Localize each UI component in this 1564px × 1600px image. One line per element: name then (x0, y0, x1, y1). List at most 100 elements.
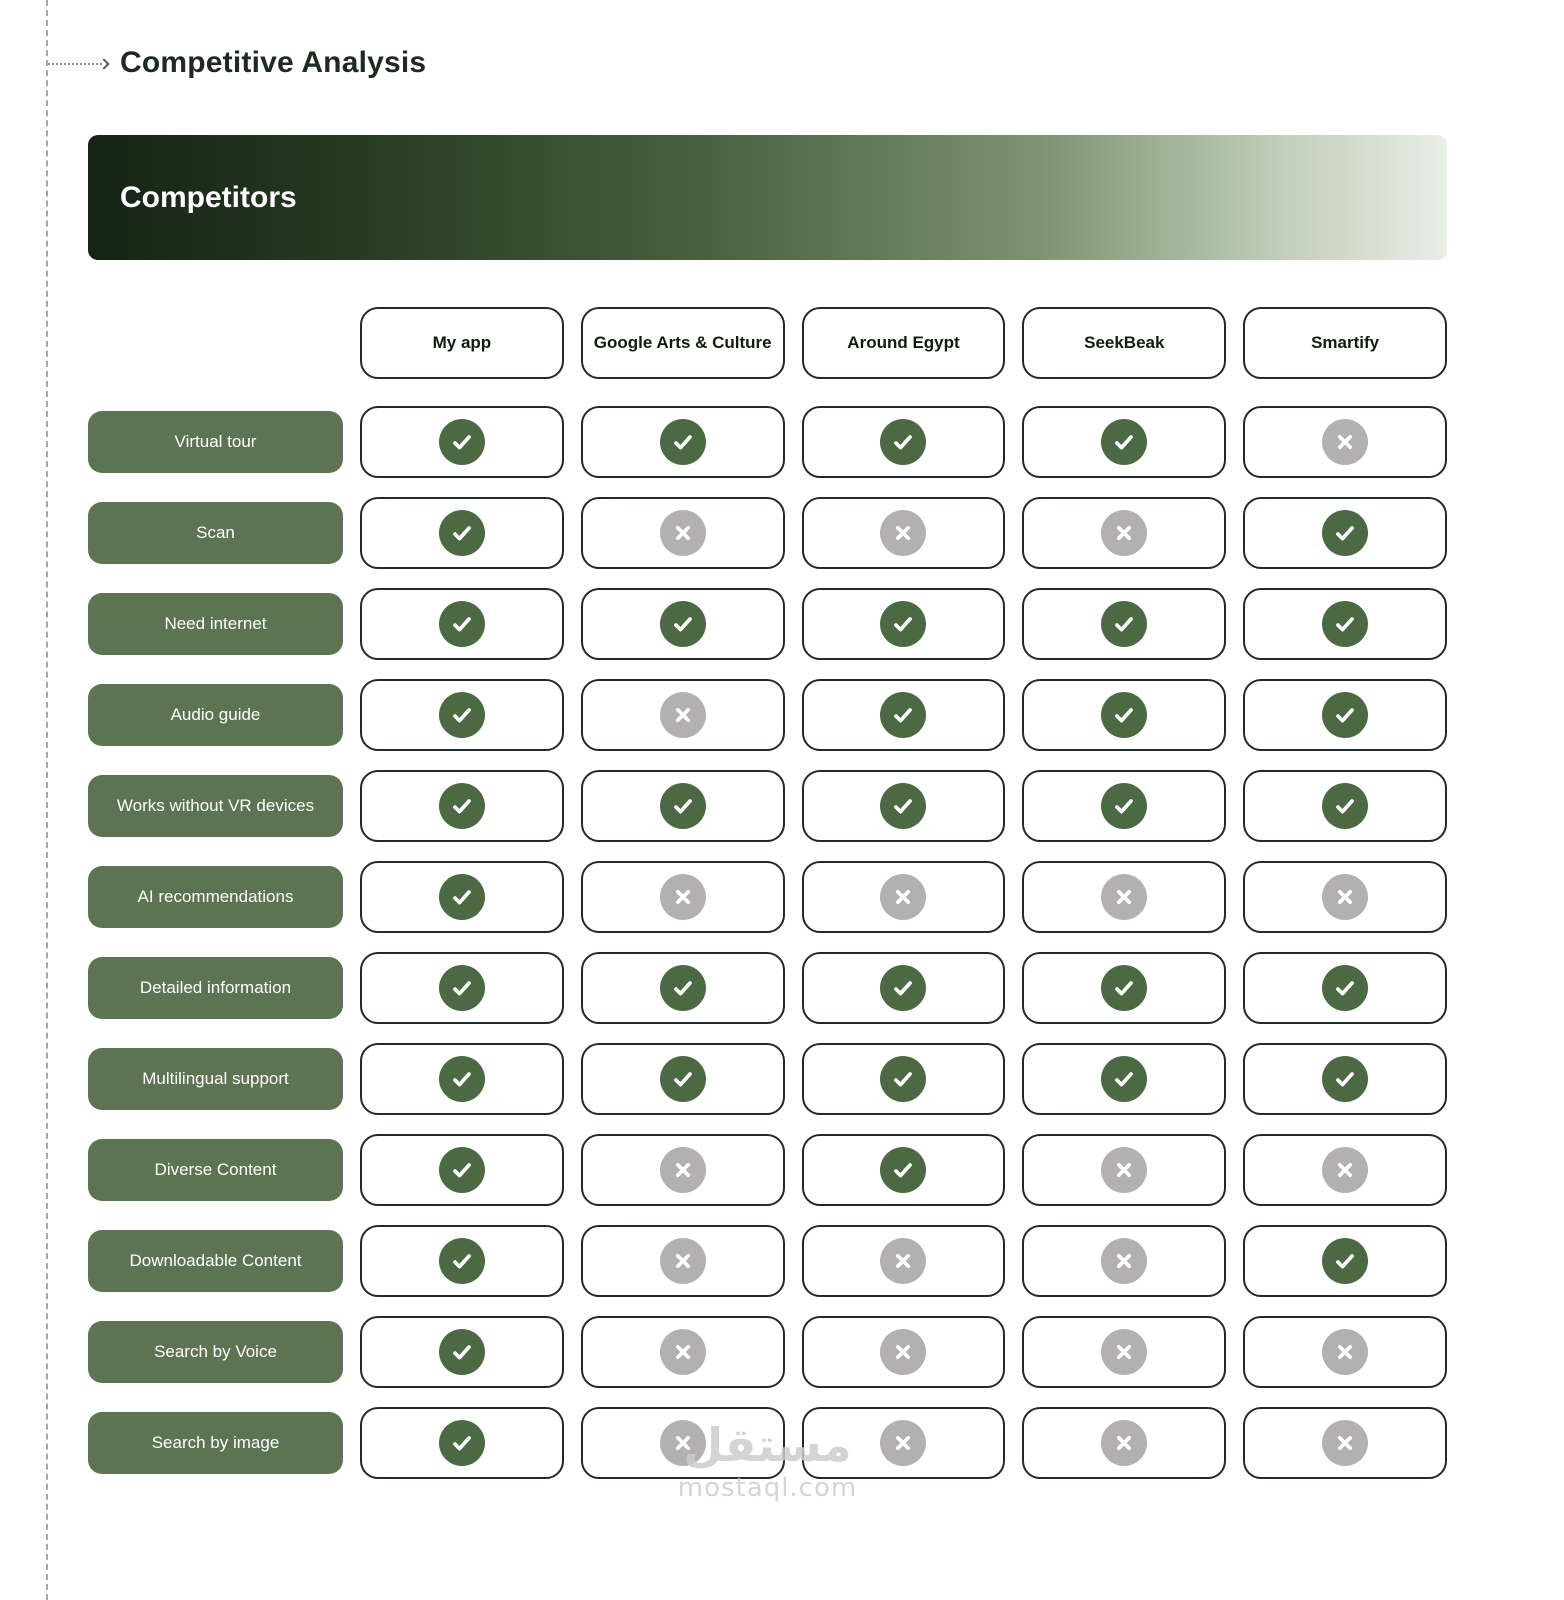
status-cell (360, 861, 564, 933)
check-icon (1101, 783, 1148, 829)
status-cell (1243, 1316, 1447, 1388)
x-icon (659, 1329, 706, 1375)
check-icon (1101, 692, 1148, 738)
table-row: Need internet (88, 588, 1447, 660)
status-cell (1022, 588, 1227, 660)
feature-pill-virtual-tour: Virtual tour (88, 411, 343, 473)
check-icon (438, 601, 485, 647)
table-row: Scan (88, 497, 1447, 569)
status-cell (801, 406, 1006, 478)
check-icon (659, 965, 706, 1011)
check-icon (438, 419, 485, 465)
status-cell (1022, 679, 1227, 751)
column-header-smartify: Smartify (1243, 307, 1447, 379)
comparison-table: My app Google Arts & Culture Around Egyp… (88, 307, 1447, 1498)
table-row: Search by image (88, 1407, 1447, 1479)
check-icon (1322, 692, 1369, 738)
check-icon (438, 1420, 485, 1466)
status-cell (580, 952, 785, 1024)
table-row: Multilingual support (88, 1043, 1447, 1115)
feature-pill-scan: Scan (88, 502, 343, 564)
table-row: Works without VR devices (88, 770, 1447, 842)
check-icon (659, 783, 706, 829)
status-cell (1243, 1407, 1447, 1479)
status-cell (580, 1134, 785, 1206)
check-icon (1101, 1056, 1148, 1102)
status-cell (1243, 497, 1447, 569)
status-cell (580, 1225, 785, 1297)
status-cell (580, 1316, 785, 1388)
status-cell (580, 1043, 785, 1115)
status-cell (801, 1134, 1006, 1206)
title-connector-arrow (48, 58, 110, 70)
x-icon (1101, 1420, 1148, 1466)
x-icon (1322, 419, 1369, 465)
status-cell (580, 497, 785, 569)
check-icon (880, 601, 927, 647)
x-icon (880, 874, 927, 920)
feature-pill-search-by-voice: Search by Voice (88, 1321, 343, 1383)
x-icon (659, 1147, 706, 1193)
status-cell (801, 1407, 1006, 1479)
banner-label: Competitors (120, 180, 297, 214)
status-cell (801, 1225, 1006, 1297)
check-icon (438, 874, 485, 920)
status-cell (1243, 1043, 1447, 1115)
status-cell (360, 1134, 564, 1206)
check-icon (1322, 1238, 1369, 1284)
x-icon (880, 510, 927, 556)
check-icon (1322, 1056, 1369, 1102)
x-icon (659, 1420, 706, 1466)
x-icon (659, 1238, 706, 1284)
x-icon (659, 692, 706, 738)
status-cell (1022, 1134, 1227, 1206)
feature-pill-multilingual-support: Multilingual support (88, 1048, 343, 1110)
check-icon (1101, 419, 1148, 465)
x-icon (880, 1420, 927, 1466)
status-cell (1243, 679, 1447, 751)
check-icon (438, 1056, 485, 1102)
check-icon (438, 1238, 485, 1284)
status-cell (1022, 770, 1227, 842)
status-cell (360, 1407, 564, 1479)
status-cell (1243, 406, 1447, 478)
x-icon (1322, 1329, 1369, 1375)
status-cell (1243, 588, 1447, 660)
status-cell (580, 679, 785, 751)
check-icon (880, 965, 927, 1011)
check-icon (659, 601, 706, 647)
check-icon (880, 419, 927, 465)
check-icon (438, 1147, 485, 1193)
status-cell (801, 679, 1006, 751)
feature-pill-ai-recommendations: AI recommendations (88, 866, 343, 928)
status-cell (1243, 1225, 1447, 1297)
status-cell (1022, 1225, 1227, 1297)
arrow-right-icon (98, 58, 110, 70)
feature-pill-audio-guide: Audio guide (88, 684, 343, 746)
x-icon (1322, 1420, 1369, 1466)
status-cell (360, 497, 564, 569)
table-row: Detailed information (88, 952, 1447, 1024)
feature-pill-works-without-vr-devices: Works without VR devices (88, 775, 343, 837)
check-icon (1322, 601, 1369, 647)
x-icon (1322, 874, 1369, 920)
status-cell (580, 861, 785, 933)
status-cell (1022, 406, 1227, 478)
status-cell (1243, 770, 1447, 842)
status-cell (360, 588, 564, 660)
x-icon (1101, 1147, 1148, 1193)
table-row: Virtual tour (88, 406, 1447, 478)
status-cell (1022, 1316, 1227, 1388)
corner-spacer (88, 307, 343, 379)
check-icon (438, 1329, 485, 1375)
page-title: Competitive Analysis (120, 46, 427, 79)
x-icon (659, 510, 706, 556)
table-row: Downloadable Content (88, 1225, 1447, 1297)
status-cell (360, 679, 564, 751)
check-icon (438, 965, 485, 1011)
column-header-seekbeak: SeekBeak (1022, 307, 1227, 379)
status-cell (801, 1316, 1006, 1388)
x-icon (1101, 1329, 1148, 1375)
check-icon (438, 510, 485, 556)
